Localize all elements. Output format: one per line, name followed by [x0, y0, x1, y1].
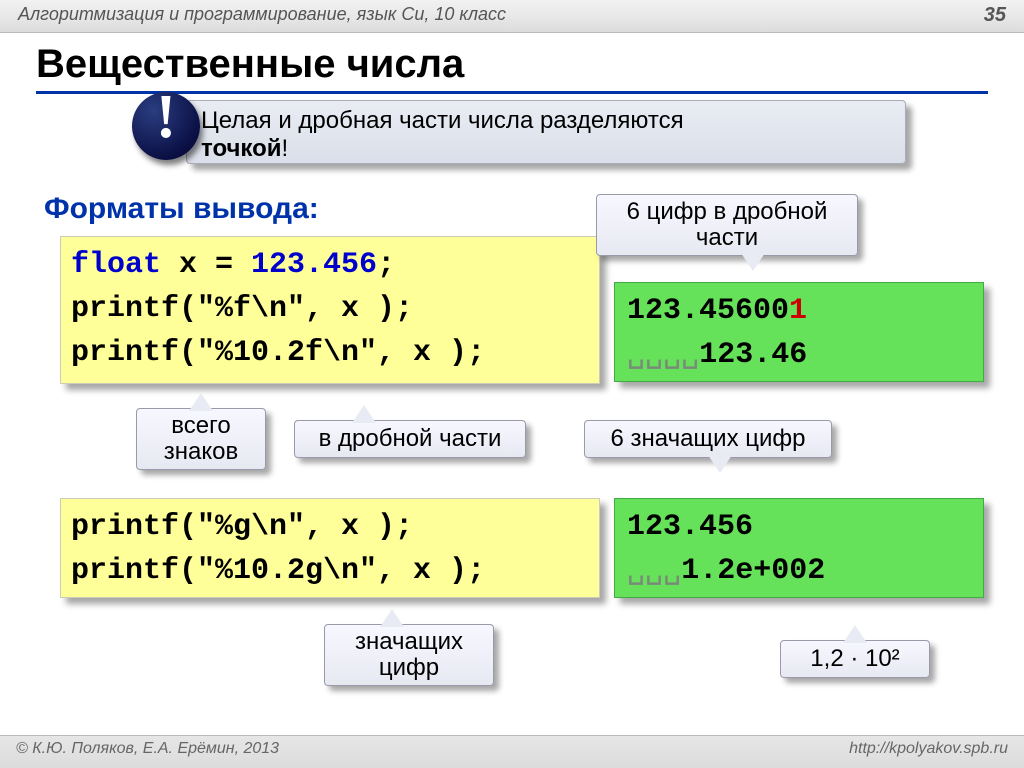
note-text: Целая и дробная части числа разделяются: [201, 107, 684, 134]
footer-copyright: © К.Ю. Поляков, Е.А. Ерёмин, 2013: [16, 740, 279, 768]
output-block-2: 123.456 ␣␣␣1.2e+002: [614, 498, 984, 598]
tip-6-fractional: 6 цифр в дробной части: [596, 194, 858, 256]
footer-url: http://kpolyakov.spb.ru: [849, 740, 1008, 768]
tip-total-signs: всего знаков: [136, 408, 266, 470]
out2-line1: 123.456: [627, 505, 971, 549]
tip-total-text: всего знаков: [164, 412, 238, 465]
tip-significant-digits: значащих цифр: [324, 624, 494, 686]
tip-6-fractional-text: 6 цифр в дробной части: [627, 198, 828, 251]
code1-line3: printf("%10.2f\n", x );: [71, 331, 589, 375]
header-bar: Алгоритмизация и программирование, язык …: [0, 0, 1024, 33]
code2-line2: printf("%10.2g\n", x );: [71, 549, 589, 593]
page-number: 35: [984, 4, 1006, 27]
out1-line2: ␣␣␣␣123.46: [627, 333, 971, 377]
tip-scientific: 1,2 · 10²: [780, 640, 930, 678]
code1-line1: float x = 123.456;: [71, 243, 589, 287]
note-callout: Целая и дробная части числа разделяются …: [186, 100, 906, 164]
tip-6-significant: 6 значащих цифр: [584, 420, 832, 458]
tip-6sig-text: 6 значащих цифр: [610, 425, 805, 452]
output-block-1: 123.456001 ␣␣␣␣123.46: [614, 282, 984, 382]
footer-bar: © К.Ю. Поляков, Е.А. Ерёмин, 2013 http:/…: [0, 735, 1024, 768]
tip-fractional-part: в дробной части: [294, 420, 526, 458]
tip-sci-text: 1,2 · 10²: [810, 645, 899, 672]
exclamation-icon: !: [132, 82, 200, 153]
code1-line2: printf("%f\n", x );: [71, 287, 589, 331]
tip-sigdig-text: значащих цифр: [355, 628, 463, 681]
tip-fracpart-text: в дробной части: [319, 425, 502, 452]
course-label: Алгоритмизация и программирование, язык …: [18, 4, 506, 24]
note-bold: точкой: [201, 135, 282, 162]
note-excl: !: [282, 135, 289, 162]
attention-badge: !: [132, 92, 200, 160]
code-block-2: printf("%g\n", x ); printf("%10.2g\n", x…: [60, 498, 600, 598]
subheading: Форматы вывода:: [44, 192, 319, 226]
code2-line1: printf("%g\n", x );: [71, 505, 589, 549]
code-block-1: float x = 123.456; printf("%f\n", x ); p…: [60, 236, 600, 384]
out2-line2: ␣␣␣1.2e+002: [627, 549, 971, 593]
out1-line1: 123.456001: [627, 289, 971, 333]
subheading-text: Форматы вывода: [44, 192, 309, 225]
